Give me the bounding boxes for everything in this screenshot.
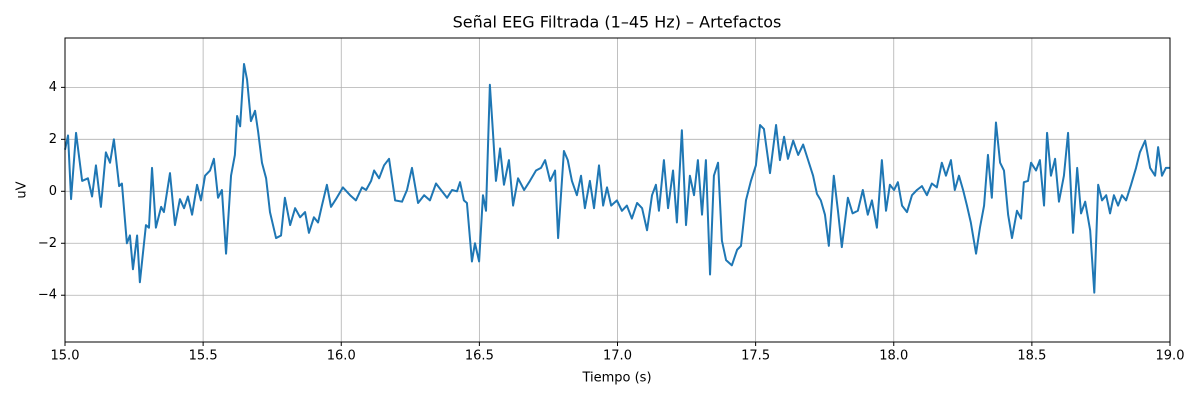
x-tick-label: 19.0 [1156,349,1185,364]
chart-title: Señal EEG Filtrada (1–45 Hz) – Artefacto… [453,13,782,32]
x-tick-label: 18.0 [879,349,908,364]
x-axis-label: Tiempo (s) [581,371,651,386]
x-tick-label: 15.0 [51,349,80,364]
x-tick-label: 18.5 [1017,349,1046,364]
x-tick-label: 17.0 [603,349,632,364]
y-tick-label: 4 [49,80,57,95]
signal-line [64,62,1170,294]
x-tick-label: 17.5 [741,349,770,364]
y-tick-label: −4 [38,288,57,303]
y-axis-label: uV [15,181,30,198]
x-tick-label: 16.5 [465,349,494,364]
x-tick-label: 15.5 [189,349,218,364]
y-tick-label: −2 [38,236,57,251]
y-tick-label: 0 [49,184,57,199]
y-tick-label: 2 [49,132,57,147]
plot-frame [64,37,1171,343]
x-tick-label: 16.0 [327,349,356,364]
